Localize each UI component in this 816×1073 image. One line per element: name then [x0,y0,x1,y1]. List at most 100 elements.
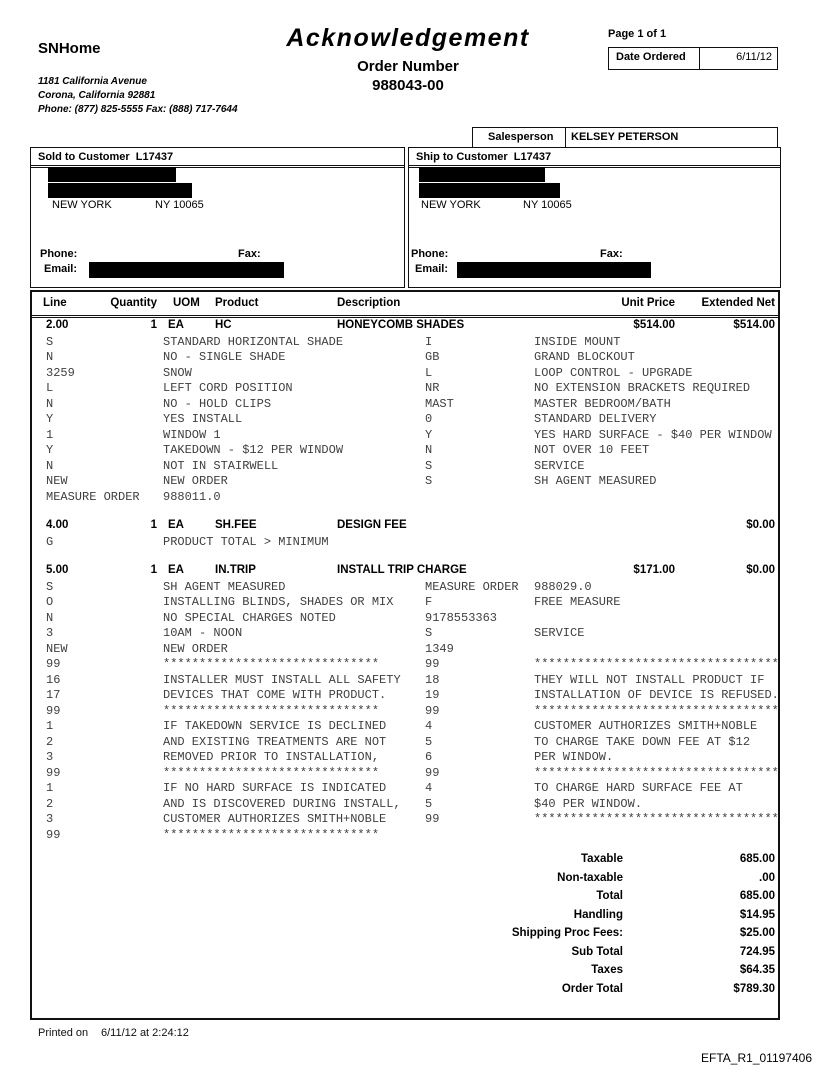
item-product-code: SH.FEE [215,519,257,531]
detail-text-left: NEW ORDER [163,641,228,656]
ship-to-state-zip: NY 10065 [523,199,572,211]
detail-text-right: TO CHARGE TAKE DOWN FEE AT $12 [534,734,751,749]
detail-code-right: MAST [425,396,454,411]
table-header-row: Line Quantity UOM Product Description Un… [32,292,778,318]
item-line-number: 2.00 [46,319,69,331]
detail-text-left: PRODUCT TOTAL > MINIMUM [163,534,329,549]
detail-code-left: 99 [46,703,61,718]
detail-text-right: CUSTOMER AUTHORIZES SMITH+NOBLE [534,719,758,733]
detail-text-left: ****************************** [163,827,380,842]
detail-code-right: S [425,626,433,640]
total-label: Taxable [581,853,623,865]
detail-text-left: NO - HOLD CLIPS [163,396,272,411]
item-unit-price: $171.00 [633,564,675,576]
detail-text-left: DEVICES THAT COME WITH PRODUCT. [163,688,387,702]
detail-text-right: NO EXTENSION BRACKETS REQUIRED [534,381,751,395]
item-detail-row: 99 ****************************** [32,827,778,843]
item-extended-net: $514.00 [733,319,775,331]
total-row: Shipping Proc Fees: $25.00 [32,924,778,943]
detail-text-left: REMOVED PRIOR TO INSTALLATION, [163,750,380,764]
item-line-number: 4.00 [46,519,69,531]
sold-to-email-label: Email: [44,263,78,275]
detail-code-right: L [425,365,433,380]
detail-code-left: MEASURE ORDER [46,489,140,504]
detail-code-left: 99 [46,765,61,780]
detail-code-right: 99 [425,703,440,718]
detail-text-left: SNOW [163,365,192,380]
detail-text-left: ****************************** [163,703,380,718]
item-detail-row: 3259 SNOW L LOOP CONTROL - UPGRADE [32,365,778,381]
sold-to-city: NEW YORK [52,199,112,211]
total-value: $14.95 [739,908,775,921]
detail-code-left: 99 [46,827,61,842]
col-header-extended-net: Extended Net [701,297,776,309]
page-indicator: Page 1 of 1 [608,28,667,40]
detail-code-right: S [425,458,433,473]
item-product-code: HC [215,319,232,331]
detail-text-right: THEY WILL NOT INSTALL PRODUCT IF [534,672,765,687]
item-detail-row: Y YES INSTALL 0 STANDARD DELIVERY [32,411,778,427]
detail-code-right: S [425,474,433,488]
detail-code-right: 5 [425,734,433,749]
total-row: Non-taxable .00 [32,869,778,888]
item-detail-row: 99 ****************************** 99 ***… [32,765,778,781]
detail-code-right: 99 [425,812,440,826]
col-header-uom: UOM [173,297,200,309]
detail-text-right: INSIDE MOUNT [534,334,621,349]
detail-text-left: NO - SINGLE SHADE [163,350,286,364]
item-header-row: 4.00 1 EA SH.FEE DESIGN FEE $0.00 [32,518,778,534]
detail-code-left: O [46,595,54,609]
detail-code-left: N [46,610,54,625]
item-detail-row: 99 ****************************** 99 ***… [32,703,778,719]
redacted-email-bar [89,262,284,278]
item-detail-row: N NO - HOLD CLIPS MAST MASTER BEDROOM/BA… [32,396,778,412]
item-detail-row: 1 IF NO HARD SURFACE IS INDICATED 4 TO C… [32,780,778,796]
order-number-label: Order Number [357,58,459,75]
detail-text-left: IF NO HARD SURFACE IS INDICATED [163,781,387,795]
total-value: 724.95 [739,945,775,958]
redacted-address-bar [48,183,192,198]
item-header-row: 5.00 1 EA IN.TRIP INSTALL TRIP CHARGE $1… [32,563,778,579]
line-item: 5.00 1 EA IN.TRIP INSTALL TRIP CHARGE $1… [32,563,778,842]
item-detail-row: 3 CUSTOMER AUTHORIZES SMITH+NOBLE 99 ***… [32,811,778,827]
detail-text-left: AND IS DISCOVERED DURING INSTALL, [163,796,401,811]
item-description: INSTALL TRIP CHARGE [337,564,467,576]
line-item: 2.00 1 EA HC HONEYCOMB SHADES $514.00 $5… [32,318,778,504]
ship-to-city: NEW YORK [421,199,481,211]
detail-code-left: N [46,458,54,473]
detail-code-right: 1349 [425,641,454,656]
item-detail-row: 16 INSTALLER MUST INSTALL ALL SAFETY 18 … [32,672,778,688]
date-ordered-label: Date Ordered [609,48,700,69]
detail-code-right: 4 [425,719,433,733]
total-label: Handling [573,908,623,921]
item-detail-row: N NOT IN STAIRWELL S SERVICE [32,458,778,474]
item-extended-net: $0.00 [746,564,775,576]
detail-text-right: STANDARD DELIVERY [534,412,657,426]
ship-to-phone-label: Phone: [411,248,449,260]
item-header-row: 2.00 1 EA HC HONEYCOMB SHADES $514.00 $5… [32,318,778,334]
date-ordered-box: Date Ordered 6/11/12 [608,47,778,70]
total-value: $64.35 [739,964,775,976]
item-detail-row: N NO SPECIAL CHARGES NOTED 9178553363 [32,610,778,626]
detail-code-left: NEW [46,474,68,488]
item-detail-row: 17 DEVICES THAT COME WITH PRODUCT. 19 IN… [32,687,778,703]
detail-code-left: N [46,350,54,364]
sold-to-phone-label: Phone: [40,248,78,260]
ship-to-customer-id: L17437 [513,151,552,163]
detail-text-left: CUSTOMER AUTHORIZES SMITH+NOBLE [163,812,387,826]
detail-text-right: NOT OVER 10 FEET [534,443,650,457]
detail-text-left: TAKEDOWN - $12 PER WINDOW [163,443,344,457]
detail-code-right: 99 [425,765,440,780]
detail-text-right: TO CHARGE HARD SURFACE FEE AT [534,781,743,795]
item-detail-row: Y TAKEDOWN - $12 PER WINDOW N NOT OVER 1… [32,442,778,458]
detail-text-left: ****************************** [163,765,380,780]
ship-to-label: Ship to Customer [416,151,508,163]
ship-to-fax-label: Fax: [600,248,623,260]
total-label: Shipping Proc Fees: [511,927,623,939]
item-line-number: 5.00 [46,564,69,576]
detail-code-left: S [46,579,54,594]
ship-to-email-label: Email: [415,263,449,275]
detail-text-right: PER WINDOW. [534,750,614,764]
detail-text-left: STANDARD HORIZONTAL SHADE [163,334,344,349]
